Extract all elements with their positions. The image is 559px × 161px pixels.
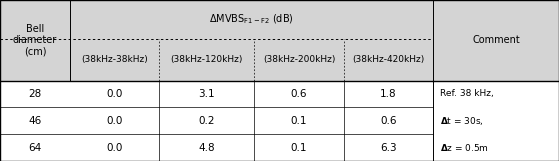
Text: 0.2: 0.2 xyxy=(198,116,215,126)
Text: (38kHz-420kHz): (38kHz-420kHz) xyxy=(352,55,425,64)
Text: 3.1: 3.1 xyxy=(198,89,215,99)
Bar xyxy=(0,134,433,161)
Bar xyxy=(433,107,559,134)
Text: $\mathbf{\Delta}$t = 30s,: $\mathbf{\Delta}$t = 30s, xyxy=(440,115,484,127)
Text: 0.1: 0.1 xyxy=(291,116,307,126)
Text: 0.6: 0.6 xyxy=(380,116,397,126)
Text: 1.8: 1.8 xyxy=(380,89,397,99)
Text: 64: 64 xyxy=(29,143,41,153)
Bar xyxy=(433,134,559,161)
Text: 0.0: 0.0 xyxy=(106,116,123,126)
Text: 46: 46 xyxy=(29,116,41,126)
Text: (38kHz-38kHz): (38kHz-38kHz) xyxy=(81,55,148,64)
Text: 28: 28 xyxy=(29,89,41,99)
Text: 0.1: 0.1 xyxy=(291,143,307,153)
Text: Ref. 38 kHz,: Ref. 38 kHz, xyxy=(440,89,494,98)
Text: 0.6: 0.6 xyxy=(291,89,307,99)
Text: $\Delta$MVBS$_{\mathrm{F1-F2}}$ (dB): $\Delta$MVBS$_{\mathrm{F1-F2}}$ (dB) xyxy=(209,13,294,26)
Text: (38kHz-120kHz): (38kHz-120kHz) xyxy=(170,55,243,64)
Bar xyxy=(0,0,559,80)
Text: (38kHz-200kHz): (38kHz-200kHz) xyxy=(263,55,335,64)
Text: Bell
diameter
(cm): Bell diameter (cm) xyxy=(13,24,57,57)
Bar xyxy=(0,80,433,107)
Text: 0.0: 0.0 xyxy=(106,89,123,99)
Text: Comment: Comment xyxy=(472,35,520,45)
Text: 6.3: 6.3 xyxy=(380,143,397,153)
Text: $\mathbf{\Delta}$z = 0.5m: $\mathbf{\Delta}$z = 0.5m xyxy=(440,142,489,153)
Bar xyxy=(433,80,559,107)
Bar xyxy=(0,107,433,134)
Text: 0.0: 0.0 xyxy=(106,143,123,153)
Text: 4.8: 4.8 xyxy=(198,143,215,153)
